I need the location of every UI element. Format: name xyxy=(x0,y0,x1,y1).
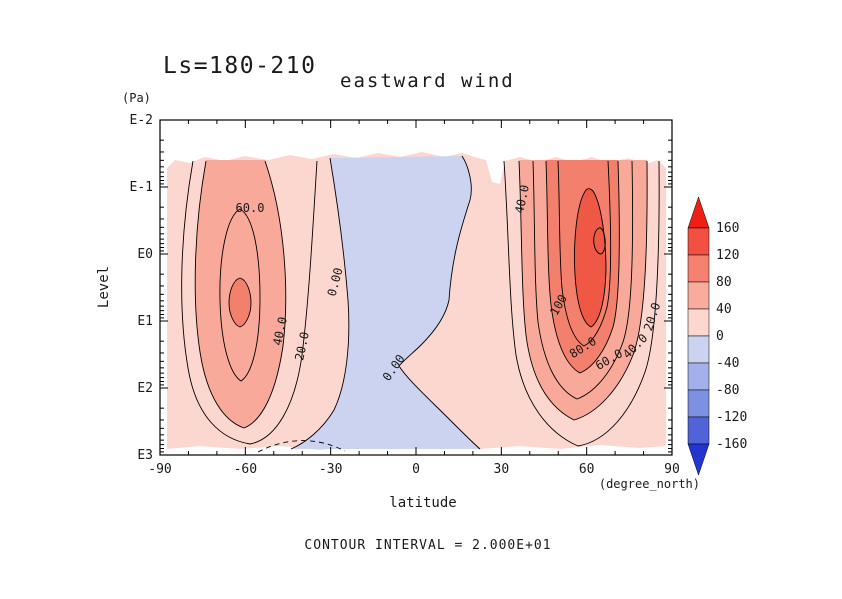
x-tick-label: 0 xyxy=(412,462,420,477)
contour-line-south-60 xyxy=(219,208,261,382)
colorbar-label: 120 xyxy=(716,248,739,263)
contour-line-zero-east xyxy=(398,155,481,450)
x-axis-ticks: -90 -60 -30 0 30 60 90 xyxy=(148,120,680,477)
contour-line-north-100 xyxy=(557,160,611,347)
y-tick-label: E-2 xyxy=(130,113,153,128)
colorbar-segment xyxy=(687,362,710,391)
contour-line-north-20 xyxy=(503,160,660,447)
y-tick-label: E3 xyxy=(137,448,153,463)
contour-line-north-60 xyxy=(532,160,634,400)
colorbar-segment xyxy=(687,416,710,445)
y-axis-label: Level xyxy=(96,266,112,308)
contour-fill-layer xyxy=(167,152,666,450)
colorbar-segment xyxy=(687,389,710,418)
colorbar-segment xyxy=(687,308,710,337)
x-axis-label: latitude xyxy=(389,495,456,511)
colorbar-segment xyxy=(687,335,710,364)
y-axis-unit: (Pa) xyxy=(122,91,151,105)
equatorial-easterly-band xyxy=(291,156,480,449)
plot-title: Ls=180-210 xyxy=(163,53,316,79)
contour-label: 20.0 xyxy=(292,331,312,362)
x-tick-label: 60 xyxy=(579,462,595,477)
colorbar-label: -160 xyxy=(716,437,747,452)
colorbar: 160 120 80 40 0 -40 -80 -120 -160 xyxy=(687,196,747,476)
contour-label: 40.0 xyxy=(270,316,290,347)
northern-jet-core-band xyxy=(574,188,606,327)
contour-interval-note: CONTOUR INTERVAL = 2.000E+01 xyxy=(304,538,551,553)
contour-line-south-80 xyxy=(228,277,252,328)
x-axis-unit: (degree_north) xyxy=(599,477,700,491)
y-tick-label: E0 xyxy=(137,247,153,262)
contour-line-layer xyxy=(181,155,660,453)
x-tick-label: -60 xyxy=(234,462,257,477)
colorbar-segment xyxy=(687,254,710,283)
y-tick-label: E-1 xyxy=(130,180,153,195)
plot-subtitle: eastward wind xyxy=(340,70,515,92)
x-tick-label: -90 xyxy=(148,462,171,477)
contour-label: 60.0 xyxy=(236,201,265,215)
colorbar-label: -120 xyxy=(716,410,747,425)
y-tick-label: E1 xyxy=(137,314,153,329)
contour-line-north-120 xyxy=(574,188,607,328)
southern-jet-core-band xyxy=(229,278,251,327)
contour-line-zero-west xyxy=(290,157,350,450)
x-tick-label: -30 xyxy=(319,462,342,477)
x-tick-label: 90 xyxy=(664,462,680,477)
y-axis-ticks: E-2 E-1 E0 E1 E2 E3 xyxy=(130,113,672,463)
contour-line-north-140 xyxy=(593,227,606,255)
colorbar-label: 80 xyxy=(716,275,732,290)
colorbar-label: 40 xyxy=(716,302,732,317)
contour-label: 40.0 xyxy=(512,184,532,215)
contour-line-south-20 xyxy=(181,160,318,445)
colorbar-segment xyxy=(687,227,710,256)
y-tick-label: E2 xyxy=(137,381,153,396)
colorbar-label: -40 xyxy=(716,356,739,371)
colorbar-label: -80 xyxy=(716,383,739,398)
contour-line-south-40 xyxy=(194,160,287,429)
contour-line-north-80 xyxy=(545,160,620,374)
colorbar-top-arrow xyxy=(687,196,710,229)
colorbar-bottom-arrow xyxy=(687,443,710,476)
contour-line-north-40 xyxy=(518,160,648,421)
colorbar-label: 0 xyxy=(716,329,724,344)
colorbar-segment xyxy=(687,281,710,310)
colorbar-label: 160 xyxy=(716,221,739,236)
x-tick-label: 30 xyxy=(494,462,510,477)
contour-line-negative-dashed xyxy=(257,440,346,453)
